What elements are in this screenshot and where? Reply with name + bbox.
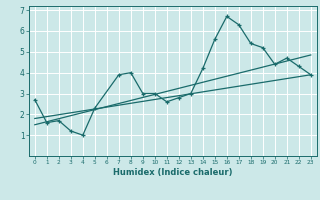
X-axis label: Humidex (Indice chaleur): Humidex (Indice chaleur) [113, 168, 233, 177]
